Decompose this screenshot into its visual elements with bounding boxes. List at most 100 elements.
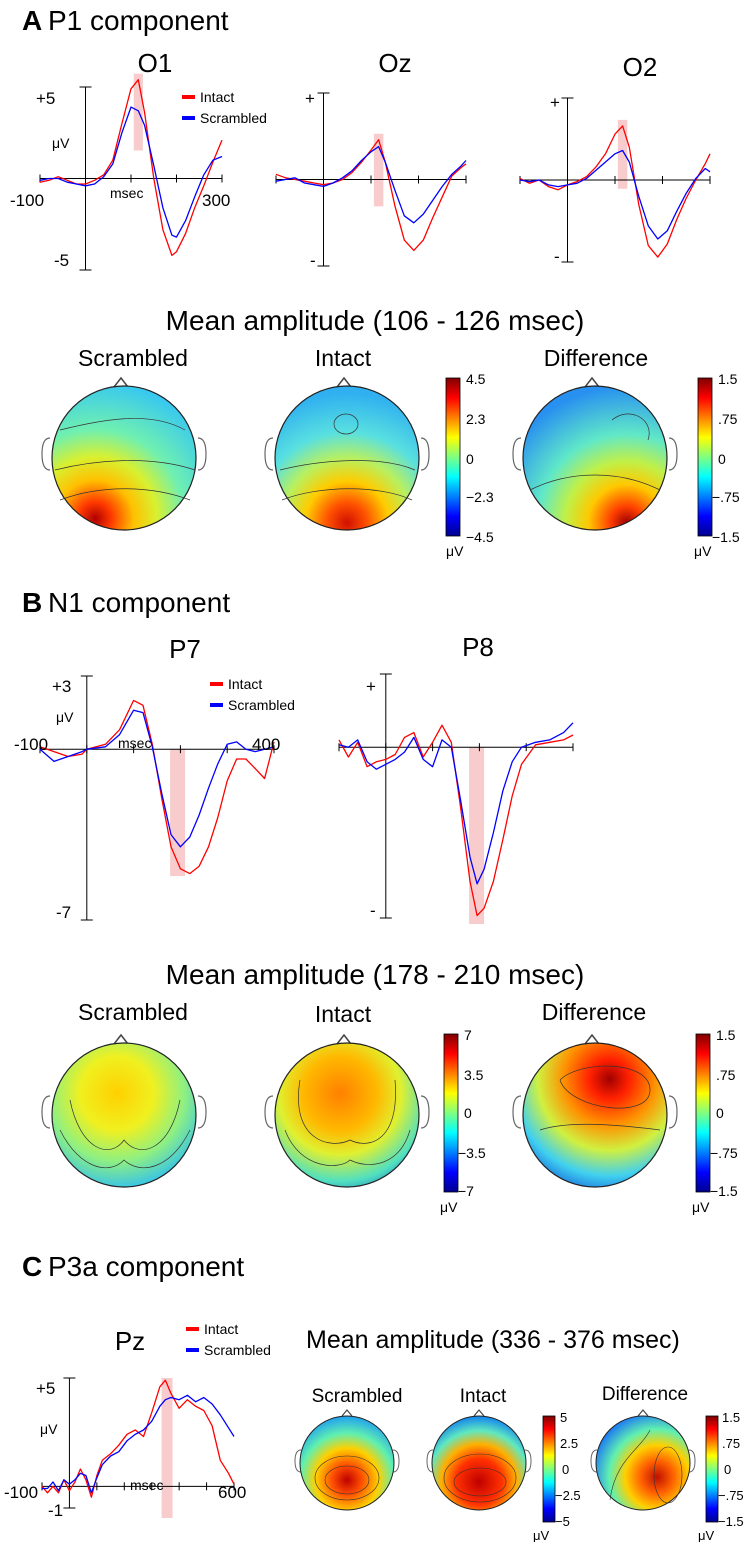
colorbar-a-main-tick-2: 0 [466,451,474,467]
left-ear-icon [512,437,522,471]
colorbar-a-diff-tick-3: −.75 [712,489,740,505]
colorbar-c-diff: 1.5 .75 0 −.75 −1.5 μV [698,1410,744,1542]
legend-b-scrambled-label: Scrambled [228,697,295,713]
section-b-title: N1 component [48,587,230,618]
legend-c-intact-label: Intact [204,1321,238,1337]
legend-a-intact-swatch [182,95,195,99]
colorbar-c-diff-tick-0: 1.5 [722,1410,740,1425]
colorbar-a-diff-tick-1: .75 [718,411,738,427]
legend-b-intact-swatch [210,682,223,686]
chart-p7-ytick-max: +3 [52,677,71,696]
map-a-scrambled-title: Scrambled [78,345,188,371]
colorbar-c-main: 5 2.5 0 −2.5 −5 μV [533,1410,581,1542]
legend-a-intact-label: Intact [200,89,234,105]
chart-pz-title: Pz [115,1326,145,1356]
colorbar-b-main-tick-3: −3.5 [458,1145,486,1161]
colorbar-a-diff-tick-4: −1.5 [712,529,740,545]
series-line-intact [519,125,711,258]
section-a-title: P1 component [48,5,229,36]
right-ear-icon [420,1095,430,1129]
right-ear-icon [197,437,207,471]
chart-p8-ytick-max: + [366,677,376,696]
map-a-difference-title: Difference [544,345,648,371]
chart-p7-title: P7 [169,634,201,664]
chart-o2-ytick-max: + [550,93,560,112]
chart-o1-title: O1 [138,48,173,78]
section-b-letter: B [22,587,42,618]
colorbar-a-main: 4.5 2.3 0 −2.3 −4.5 μV [445,371,494,559]
map-c-scrambled-title: Scrambled [312,1386,403,1407]
highlight-window [170,749,186,877]
chart-p7 [39,675,275,921]
series-line-scrambled [519,149,711,240]
chart-o1-xtick-max: 300 [202,191,230,210]
left-ear-icon [512,1095,522,1129]
topomap-b-difference [512,1033,678,1188]
highlight-window [617,119,628,189]
legend-b: Intact Scrambled [210,676,295,713]
colorbar-c-diff-tick-4: −1.5 [718,1514,744,1529]
section-a-letter: A [22,5,42,36]
chart-pz-xtick-max: 600 [218,1483,246,1502]
colorbar-b-diff-tick-4: −1.5 [710,1183,738,1199]
series-line-scrambled [39,106,223,238]
colorbar-b-diff: 1.5 .75 0 −.75 −1.5 μV [692,1027,738,1215]
chart-o1-ytick-max: +5 [36,89,55,108]
colorbar-c-main-tick-4: −5 [555,1514,570,1529]
colorbar-a-main-unit: μV [446,543,464,559]
series-line-scrambled [39,709,275,848]
chart-o2-ytick-min: - [554,247,560,266]
chart-pz-ytick-min: -1 [48,1501,63,1520]
colorbar-b-diff-unit: μV [692,1199,710,1215]
chart-o1-xtick-min: -100 [10,191,44,210]
colorbar-a-diff-tick-0: 1.5 [718,371,738,387]
colorbar-c-main-tick-3: −2.5 [555,1488,581,1503]
topomap-b-intact [264,1033,430,1188]
series-line-scrambled [338,722,574,885]
chart-o1-xunit: msec [110,185,143,201]
chart-pz-unit: μV [40,1421,58,1437]
left-ear-icon [294,1449,302,1473]
chart-o1 [39,73,223,271]
chart-oz [275,92,467,267]
chart-pz [41,1377,235,1518]
left-ear-icon [41,1095,51,1129]
mean-title-b: Mean amplitude (178 - 210 msec) [166,959,585,990]
right-ear-icon [392,1449,400,1473]
series-line-scrambled [42,1394,235,1494]
colorbar-c-diff-unit: μV [698,1528,714,1542]
left-ear-icon [426,1449,434,1473]
colorbar-b-diff-tick-1: .75 [716,1067,736,1083]
chart-o1-unit: μV [52,135,70,151]
right-ear-icon [420,437,430,471]
legend-c-scrambled-label: Scrambled [204,1342,271,1358]
series-line-intact [39,79,223,257]
left-ear-icon [41,437,51,471]
legend-a: Intact Scrambled [182,89,267,126]
series-line-scrambled [275,145,467,224]
colorbar-c-main-tick-1: 2.5 [560,1436,578,1451]
colorbar-c-main-tick-2: 0 [562,1462,569,1477]
chart-p7-ytick-min: -7 [56,903,71,922]
topomap-a-intact [264,376,430,531]
chart-p7-xunit: msec [118,735,151,751]
topomap-a-scrambled [41,376,207,531]
colorbar-b-main-tick-1: 3.5 [464,1067,484,1083]
legend-a-scrambled-swatch [182,116,195,120]
colorbar-b-main-tick-4: −7 [458,1183,474,1199]
map-c-difference-title: Difference [602,1384,688,1405]
colorbar-c-diff-tick-1: .75 [722,1436,740,1451]
topomap-a-difference [512,376,678,531]
chart-o1-ytick-min: -5 [54,251,69,270]
colorbar-c-main-unit: μV [533,1528,549,1542]
series-line-intact [275,139,467,252]
section-c-title: P3a component [48,1251,244,1282]
chart-p8 [338,673,574,924]
colorbar-b-diff-tick-0: 1.5 [716,1027,736,1043]
chart-pz-ytick-max: +5 [36,1379,55,1398]
colorbar-a-diff-tick-2: 0 [718,451,726,467]
chart-p8-title: P8 [462,632,494,662]
colorbar-c-diff-tick-2: 0 [724,1462,731,1477]
section-c-letter: C [22,1251,42,1282]
